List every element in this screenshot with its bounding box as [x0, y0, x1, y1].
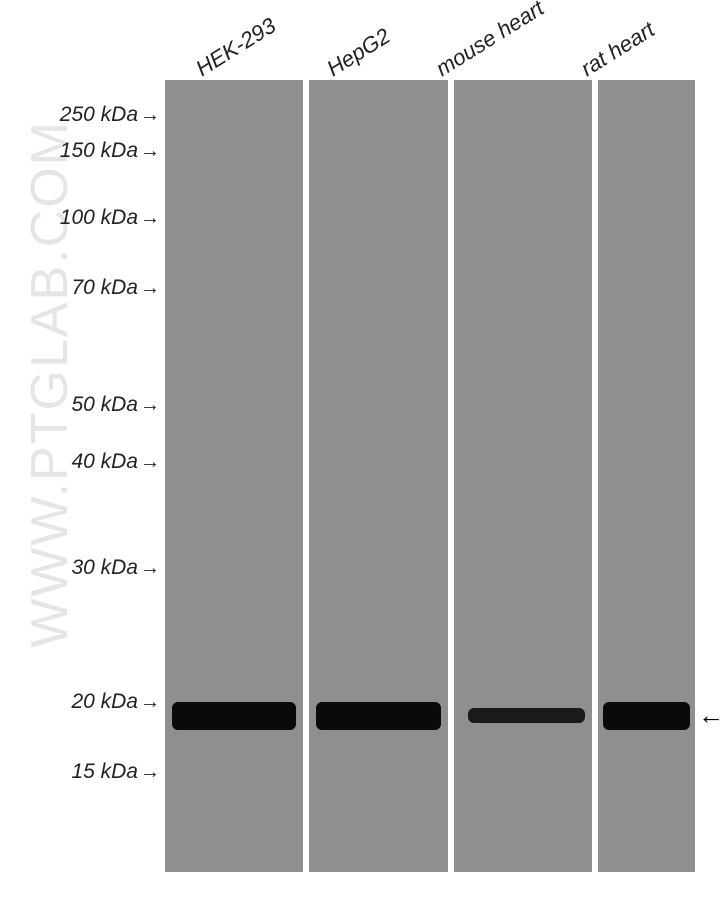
- lane-hepg2: [309, 80, 447, 872]
- arrow-right-icon: →: [140, 761, 160, 784]
- mw-text: 150 kDa: [60, 139, 138, 163]
- mw-marker: 40 kDa→: [71, 450, 160, 474]
- lane-rat-heart: [598, 80, 695, 872]
- sample-label: HEK-293: [191, 13, 280, 82]
- mw-marker: 20 kDa→: [71, 690, 160, 714]
- mw-text: 15 kDa: [71, 760, 138, 784]
- mw-text: 40 kDa: [71, 450, 138, 474]
- arrow-right-icon: →: [140, 140, 160, 163]
- protein-band: [468, 708, 586, 723]
- arrow-right-icon: →: [140, 207, 160, 230]
- mw-marker: 15 kDa→: [71, 760, 160, 784]
- mw-marker: 70 kDa→: [71, 276, 160, 300]
- mw-marker: 150 kDa→: [60, 139, 160, 163]
- arrow-right-icon: →: [140, 451, 160, 474]
- sample-label: mouse heart: [431, 0, 548, 82]
- lane-mouse-heart: [454, 80, 592, 872]
- arrow-right-icon: →: [140, 394, 160, 417]
- arrow-right-icon: →: [140, 104, 160, 127]
- mw-text: 70 kDa: [71, 276, 138, 300]
- blot-figure: WWW.PTGLAB.COM HEK-293 HepG2 mouse heart…: [0, 0, 720, 903]
- mw-text: 250 kDa: [60, 103, 138, 127]
- band-indicator-arrow-icon: ←: [698, 700, 720, 731]
- sample-label: HepG2: [322, 23, 395, 82]
- mw-marker: 30 kDa→: [71, 556, 160, 580]
- arrow-right-icon: →: [140, 277, 160, 300]
- sample-label: rat heart: [576, 17, 659, 82]
- mw-text: 30 kDa: [71, 556, 138, 580]
- protein-band: [316, 702, 441, 730]
- mw-marker: 50 kDa→: [71, 393, 160, 417]
- protein-band: [172, 702, 297, 730]
- blot-membrane: [165, 80, 695, 872]
- mw-text: 100 kDa: [60, 206, 138, 230]
- mw-marker: 250 kDa→: [60, 103, 160, 127]
- arrow-right-icon: →: [140, 691, 160, 714]
- protein-band: [603, 702, 690, 730]
- mw-text: 20 kDa: [71, 690, 138, 714]
- mw-text: 50 kDa: [71, 393, 138, 417]
- arrow-right-icon: →: [140, 557, 160, 580]
- lane-hek293: [165, 80, 303, 872]
- mw-marker: 100 kDa→: [60, 206, 160, 230]
